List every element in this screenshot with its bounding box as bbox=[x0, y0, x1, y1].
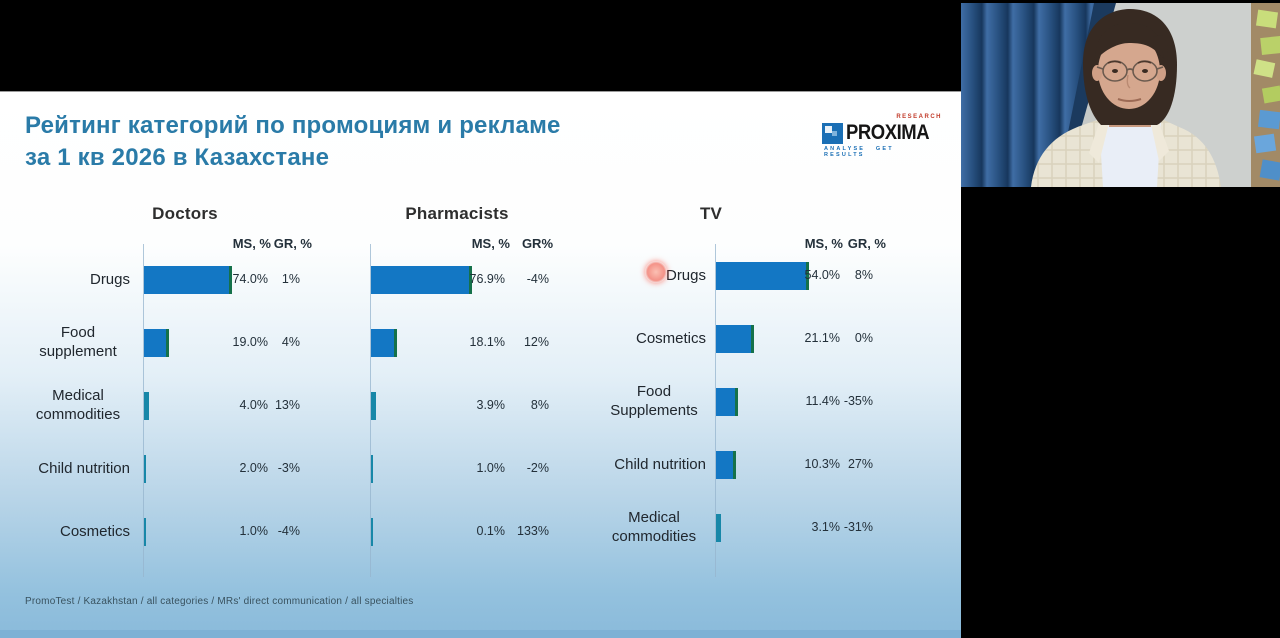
category-label-text: Food supplement bbox=[39, 324, 117, 360]
gr-value-pharmacists: 133% bbox=[517, 524, 549, 538]
gr-value-doctors: 13% bbox=[274, 398, 300, 412]
category-label-tv: Medical commodities bbox=[0, 500, 706, 556]
category-label-text: Child nutrition bbox=[38, 459, 130, 477]
gr-value-tv: -31% bbox=[843, 520, 873, 534]
ms-value-tv: 21.1% bbox=[804, 331, 840, 345]
face-features bbox=[1107, 60, 1152, 102]
chart-axis-pharmacists bbox=[370, 244, 371, 577]
category-label-text: Medical commodities bbox=[35, 387, 121, 423]
ms-value-pharmacists: 76.9% bbox=[469, 272, 505, 286]
category-label-tv: Drugs bbox=[0, 248, 706, 304]
bar-doctors bbox=[144, 266, 233, 294]
category-label-tv: Food Supplements bbox=[0, 374, 706, 430]
proxima-logo: RESEARCH PROXIMA ANALYSE GET RESULTS bbox=[822, 114, 944, 158]
presentation-slide: Рейтинг категорий по промоциям и рекламе… bbox=[0, 92, 961, 638]
gr-value-pharmacists: 12% bbox=[523, 335, 549, 349]
presenter-person bbox=[1031, 9, 1221, 187]
gr-value-pharmacists: -2% bbox=[526, 461, 549, 475]
logo-tagline-bottom: ANALYSE GET RESULTS bbox=[824, 146, 894, 158]
category-label-tv: Child nutrition bbox=[0, 437, 706, 493]
ms-column-header-pharmacists: MS, % bbox=[471, 236, 510, 251]
sticky-notes bbox=[1253, 9, 1280, 181]
chart-axis-doctors bbox=[143, 244, 144, 577]
ms-value-tv: 10.3% bbox=[804, 457, 840, 471]
category-label-doctors: Cosmetics bbox=[0, 504, 130, 560]
ms-value-tv: 11.4% bbox=[805, 394, 840, 408]
gr-value-pharmacists: 8% bbox=[530, 398, 549, 412]
slide-bottom-strip bbox=[0, 630, 961, 638]
bar-doctors bbox=[144, 329, 169, 357]
bar-doctors bbox=[144, 392, 149, 420]
laser-pointer-dot bbox=[645, 261, 667, 283]
shirt bbox=[1099, 121, 1161, 187]
face bbox=[1098, 33, 1160, 109]
ms-value-doctors: 74.0% bbox=[232, 272, 268, 286]
category-label-text: Medical commodities bbox=[611, 509, 697, 545]
chart-title-pharmacists: Pharmacists bbox=[405, 204, 509, 223]
slide-title: Рейтинг категорий по промоциям и рекламе… bbox=[25, 110, 561, 173]
gr-value-doctors: 4% bbox=[281, 335, 300, 349]
presenter-video bbox=[961, 3, 1280, 187]
ms-value-doctors: 2.0% bbox=[239, 461, 269, 475]
logo-tagline-top: RESEARCH bbox=[896, 114, 942, 120]
slide-footnote: PromoTest / Kazakhstan / all categories … bbox=[25, 596, 414, 607]
ms-value-doctors: 19.0% bbox=[232, 335, 268, 349]
gr-value-pharmacists: -4% bbox=[526, 272, 549, 286]
ms-column-header-doctors: MS, % bbox=[232, 236, 271, 251]
bar-pharmacists bbox=[371, 518, 373, 546]
ms-value-pharmacists: 18.1% bbox=[469, 335, 505, 349]
category-label-doctors: Food supplement bbox=[0, 315, 130, 371]
chart-title-tv: TV bbox=[699, 204, 723, 223]
slide-title-line2: за 1 кв 2026 в Казахстане bbox=[25, 143, 330, 171]
category-label-text: Cosmetics bbox=[59, 522, 130, 540]
webcam-tile[interactable] bbox=[961, 0, 1280, 187]
ms-value-doctors: 1.0% bbox=[239, 524, 269, 538]
gr-column-header-pharmacists: GR% bbox=[521, 236, 553, 251]
ms-value-tv: 3.1% bbox=[811, 520, 841, 534]
slide-title-line1: Рейтинг категорий по промоциям и рекламе bbox=[25, 112, 561, 139]
category-label-text: Drugs bbox=[665, 266, 706, 284]
bar-tv bbox=[716, 388, 739, 416]
gr-value-tv: 0% bbox=[854, 331, 873, 345]
bar-tv bbox=[716, 451, 737, 479]
ms-value-tv: 54.0% bbox=[804, 268, 840, 282]
bar-tv bbox=[716, 262, 810, 290]
category-label-text: Cosmetics bbox=[635, 329, 706, 347]
ms-value-pharmacists: 1.0% bbox=[476, 461, 506, 475]
ms-value-pharmacists: 0.1% bbox=[476, 524, 506, 538]
gr-column-header-tv: GR, % bbox=[847, 236, 886, 251]
chart-axis-tv bbox=[715, 244, 716, 577]
logo-brand-text: PROXIMA bbox=[846, 121, 930, 144]
gr-value-doctors: -4% bbox=[277, 524, 300, 538]
category-label-doctors: Medical commodities bbox=[0, 378, 130, 434]
bar-tv bbox=[716, 514, 722, 542]
gr-value-tv: 8% bbox=[854, 268, 873, 282]
bar-pharmacists bbox=[371, 455, 373, 483]
chart-title-doctors: Doctors bbox=[152, 204, 218, 223]
category-label-tv: Cosmetics bbox=[0, 311, 706, 367]
gr-value-tv: -35% bbox=[843, 394, 873, 408]
category-label-doctors: Drugs bbox=[0, 252, 130, 308]
ms-value-pharmacists: 3.9% bbox=[476, 398, 506, 412]
category-label-text: Food Supplements bbox=[610, 383, 698, 419]
category-label-text: Child nutrition bbox=[614, 455, 706, 473]
bar-doctors bbox=[144, 455, 147, 483]
gr-value-doctors: 1% bbox=[281, 272, 300, 286]
bar-pharmacists bbox=[371, 266, 472, 294]
category-label-text: Drugs bbox=[89, 270, 130, 288]
ms-column-header-tv: MS, % bbox=[804, 236, 843, 251]
bar-doctors bbox=[144, 518, 146, 546]
category-label-doctors: Child nutrition bbox=[0, 441, 130, 497]
bar-pharmacists bbox=[371, 392, 376, 420]
bar-tv bbox=[716, 325, 755, 353]
bar-pharmacists bbox=[371, 329, 397, 357]
gr-value-doctors: -3% bbox=[277, 461, 300, 475]
proxima-logo-icon bbox=[822, 122, 843, 144]
gr-value-tv: 27% bbox=[847, 457, 873, 471]
ms-value-doctors: 4.0% bbox=[239, 398, 269, 412]
gr-column-header-doctors: GR, % bbox=[273, 236, 312, 251]
